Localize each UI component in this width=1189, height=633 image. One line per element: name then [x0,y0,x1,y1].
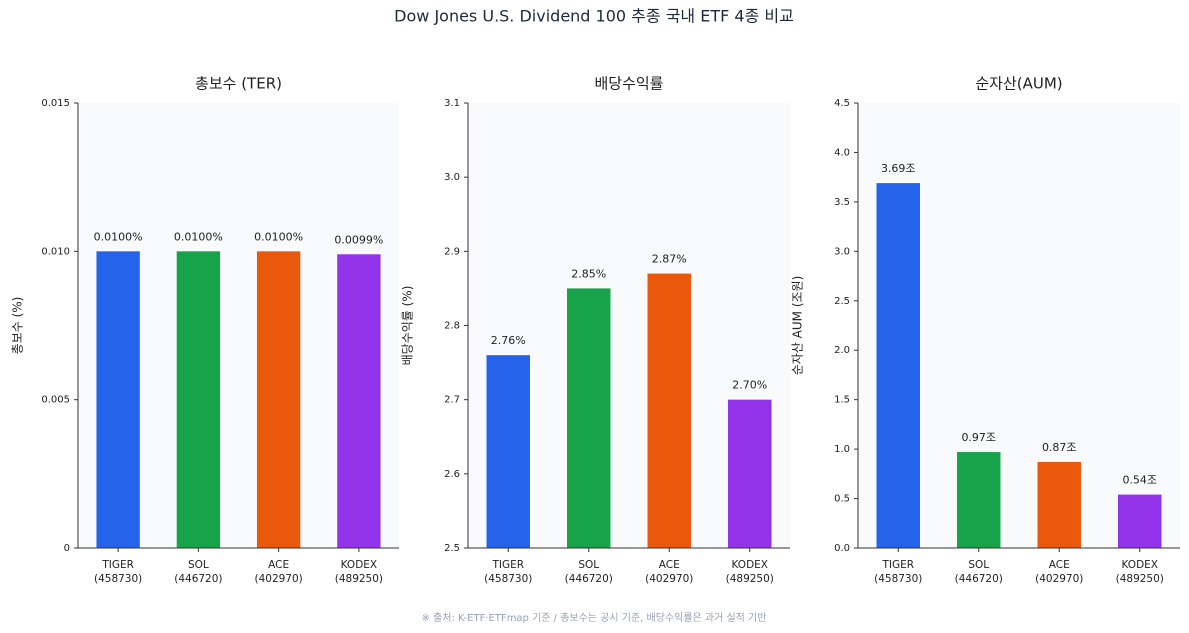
x-tick-label: SOL (446720) [565,559,613,585]
y-tick-label: 2.5 [834,296,850,307]
x-tick-label: ACE (402970) [1035,559,1083,585]
y-axis-label: 순자산 AUM (조원) [791,276,805,376]
bar [876,183,920,548]
x-tick-label: KODEX (489250) [1116,559,1164,585]
y-tick-label: 0.010 [41,246,70,257]
bar [567,288,611,548]
y-tick-label: 0 [64,543,70,554]
y-tick-label: 2.8 [444,321,460,332]
y-tick-label: 0.0 [834,543,850,554]
x-tick-label: SOL (446720) [955,559,1003,585]
x-tick-label: KODEX (489250) [335,559,383,585]
figure-title: Dow Jones U.S. Dividend 100 추종 국내 ETF 4종… [394,7,794,26]
x-tick-label: ACE (402970) [254,559,302,585]
y-tick-label: 0.5 [834,494,850,505]
value-label: 0.0099% [334,233,383,246]
y-tick-label: 3.0 [834,246,850,257]
bar [176,251,221,549]
value-label: 0.97조 [961,431,996,444]
value-label: 0.0100% [254,230,303,243]
bar [647,273,691,548]
y-axis-label: 총보수 (%) [11,297,25,355]
panel-title: 배당수익률 [594,75,663,93]
x-tick-label: SOL (446720) [174,559,222,585]
x-tick-label: TIGER (458730) [484,559,532,585]
y-tick-label: 2.7 [444,395,460,406]
bar [1037,461,1081,548]
value-label: 2.85% [571,267,606,280]
value-label: 3.69조 [881,162,916,175]
y-tick-label: 1.5 [834,395,850,406]
x-tick-label: ACE (402970) [645,559,693,585]
bar [728,399,772,548]
y-tick-label: 3.1 [444,98,460,109]
y-tick-label: 2.6 [444,469,460,480]
y-axis-label: 배당수익률 (%) [401,286,415,366]
bar [957,452,1001,548]
y-tick-label: 2.9 [444,246,460,257]
y-tick-label: 1.0 [834,444,850,455]
y-tick-label: 2.0 [834,345,850,356]
value-label: 0.0100% [94,230,143,243]
value-label: 0.54조 [1122,474,1157,487]
y-tick-label: 2.5 [444,543,460,554]
bar [337,254,381,549]
y-tick-label: 0.015 [41,98,70,109]
panel-title: 순자산(AUM) [975,75,1062,93]
y-tick-label: 3.5 [834,197,850,208]
y-tick-label: 3.0 [444,172,460,183]
value-label: 0.0100% [174,230,223,243]
value-label: 2.70% [732,379,767,392]
bar [486,355,530,548]
x-tick-label: KODEX (489250) [726,559,774,585]
panel-title: 총보수 (TER) [195,75,282,93]
y-tick-label: 4.0 [834,147,850,158]
bar [256,251,301,549]
footnote: ※ 출처: K-ETF·ETFmap 기준 / 총보수는 공시 기준, 배당수익… [422,612,767,624]
x-tick-label: TIGER (458730) [94,559,142,585]
bar [96,251,140,549]
value-label: 2.87% [652,253,687,266]
value-label: 0.87조 [1042,441,1077,454]
bar [1118,494,1162,548]
value-label: 2.76% [491,334,526,347]
y-tick-label: 0.005 [41,395,70,406]
x-tick-label: TIGER (458730) [874,559,922,585]
y-tick-label: 4.5 [834,98,850,109]
